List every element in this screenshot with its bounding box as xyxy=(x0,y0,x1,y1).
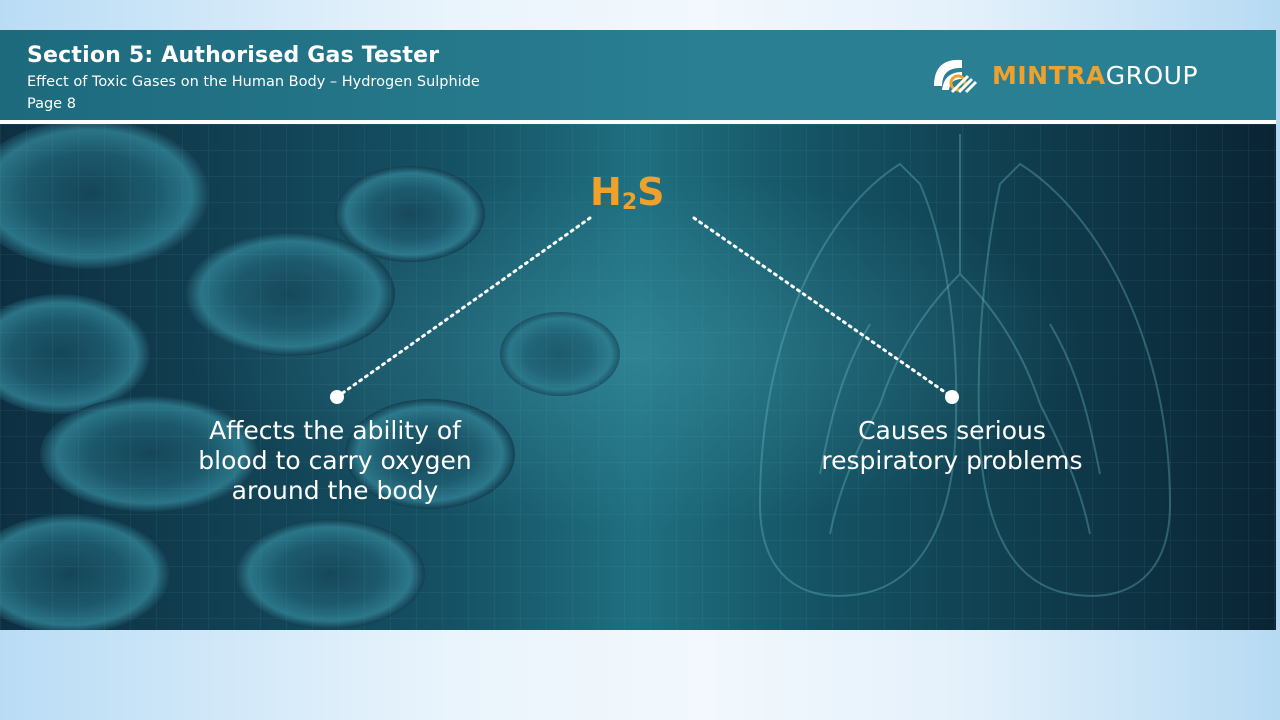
medical-background-illustration xyxy=(0,124,1276,630)
respiratory-effect-text: Causes serious respiratory problems xyxy=(752,416,1152,476)
logo-text-mintra: MINTRA xyxy=(992,60,1106,90)
blood-effect-text: Affects the ability of blood to carry ox… xyxy=(135,416,535,506)
respiratory-effect-line-1: Causes serious xyxy=(858,416,1046,445)
blood-effect-line-2: blood to carry oxygen xyxy=(198,446,472,475)
slide-header: Section 5: Authorised Gas Tester Effect … xyxy=(0,30,1276,120)
formula-subscript: 2 xyxy=(621,190,638,215)
slide: Section 5: Authorised Gas Tester Effect … xyxy=(0,30,1276,630)
formula-s: S xyxy=(637,170,665,214)
header-divider xyxy=(0,120,1276,124)
logo-text-group: GROUP xyxy=(1105,60,1199,90)
formula-h: H xyxy=(590,170,622,214)
connector-lines xyxy=(330,216,959,404)
blood-effect-line-1: Affects the ability of xyxy=(209,416,461,445)
section-title: Section 5: Authorised Gas Tester xyxy=(27,43,440,68)
h2s-formula: H2S xyxy=(590,170,665,214)
respiratory-effect-line-2: respiratory problems xyxy=(821,446,1083,475)
logo-wordmark: MINTRAGROUP xyxy=(992,61,1198,90)
mintra-logo: MINTRAGROUP xyxy=(928,52,1198,98)
page-number: Page 8 xyxy=(27,96,76,112)
blood-effect-line-3: around the body xyxy=(231,476,439,505)
slide-subtitle: Effect of Toxic Gases on the Human Body … xyxy=(27,74,480,90)
mintra-logo-icon xyxy=(934,59,978,94)
